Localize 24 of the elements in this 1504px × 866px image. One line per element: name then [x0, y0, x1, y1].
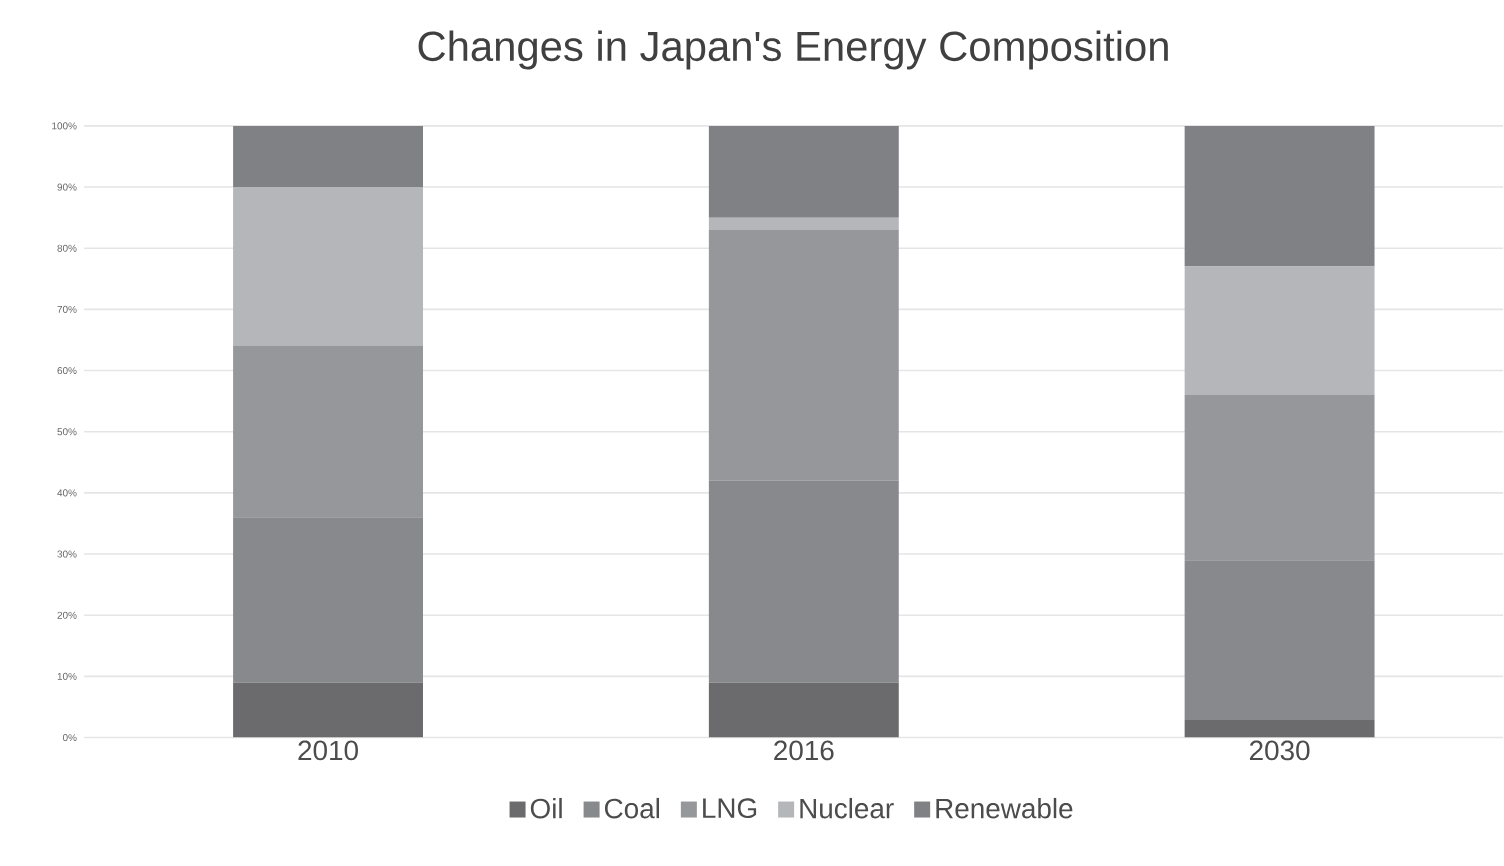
- legend-label: Renewable: [936, 798, 1073, 819]
- bar: [708, 126, 899, 218]
- bar: [1184, 266, 1375, 396]
- bar: [233, 187, 423, 347]
- bar: [233, 346, 423, 518]
- bar: [1184, 126, 1375, 267]
- legend-label: Coal: [604, 798, 660, 819]
- bar: [233, 682, 423, 738]
- x-tick-label: 2016: [774, 740, 834, 761]
- bar: [708, 217, 899, 231]
- bar: [233, 126, 423, 188]
- bar: [1184, 395, 1375, 561]
- x-tick-label: 2010: [298, 740, 358, 761]
- legend-label: Oil: [530, 798, 562, 819]
- legend-label: Nuclear: [800, 798, 894, 819]
- x-tick-label: 2030: [1249, 740, 1310, 761]
- bar: [708, 682, 899, 738]
- bar: [708, 480, 899, 683]
- bar: [1184, 560, 1375, 720]
- chart-title: Changes in Japan's Energy Composition: [418, 30, 1168, 70]
- bar: [1184, 719, 1375, 738]
- bar: [233, 517, 423, 683]
- legend-label: LNG: [703, 798, 757, 819]
- bar: [708, 230, 899, 481]
